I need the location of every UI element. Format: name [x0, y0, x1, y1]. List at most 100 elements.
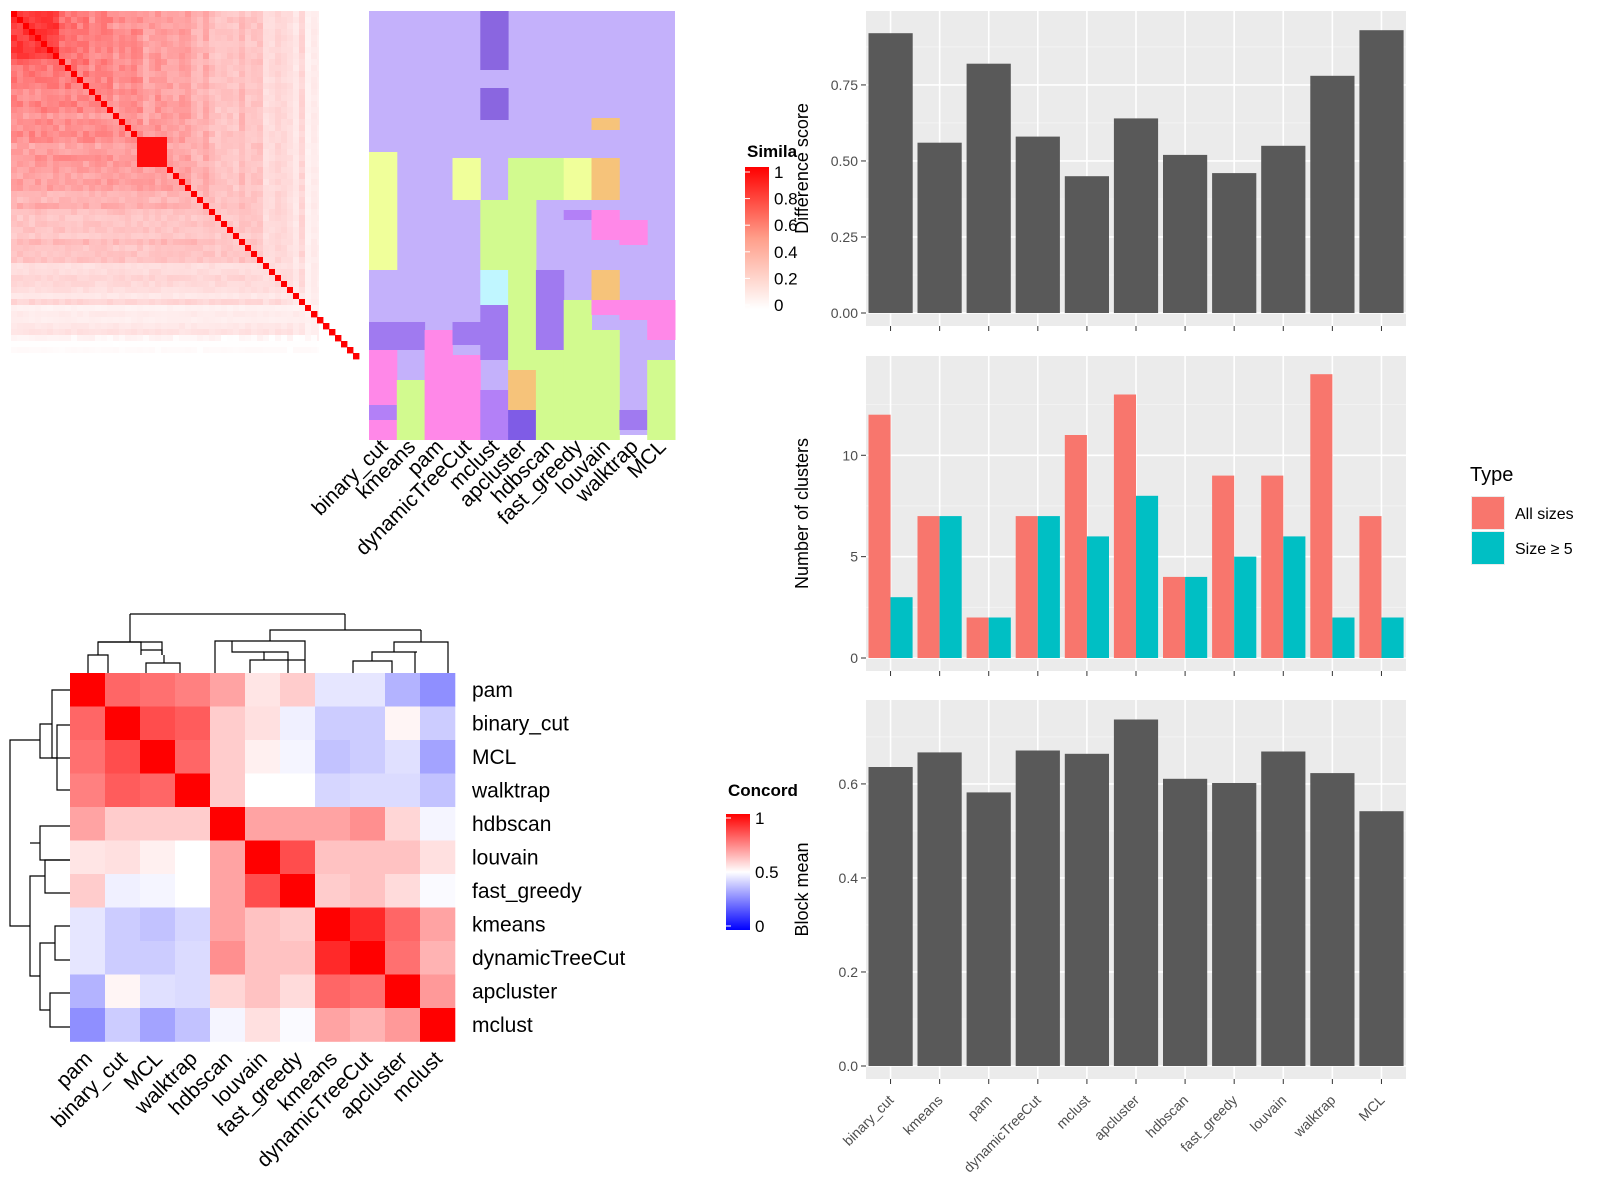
- similarity-cell: [251, 11, 258, 18]
- similarity-cell: [101, 263, 108, 270]
- similarity-cell: [161, 125, 168, 132]
- similarity-cell: [257, 215, 264, 222]
- similarity-cell: [191, 53, 198, 60]
- similarity-cell: [77, 197, 84, 204]
- similarity-cell: [233, 131, 240, 138]
- similarity-cell: [179, 95, 186, 102]
- similarity-cell: [113, 53, 120, 60]
- similarity-cell: [221, 95, 228, 102]
- similarity-cell: [305, 323, 312, 330]
- similarity-cell: [215, 299, 222, 306]
- similarity-cell: [101, 107, 108, 114]
- similarity-cell: [275, 323, 282, 330]
- similarity-legend-ticks: 10.80.60.40.20: [745, 163, 798, 315]
- similarity-cell: [263, 347, 270, 354]
- similarity-cell: [101, 299, 108, 306]
- similarity-cell: [215, 179, 222, 186]
- similarity-cell: [227, 185, 234, 192]
- similarity-cell: [257, 251, 264, 258]
- similarity-cell: [161, 287, 168, 294]
- concordance-cell: [385, 840, 421, 875]
- similarity-cell: [245, 287, 252, 294]
- similarity-cell: [95, 281, 102, 288]
- similarity-cell: [161, 113, 168, 120]
- similarity-cell: [161, 305, 168, 312]
- similarity-cell: [227, 155, 234, 162]
- similarity-cell: [101, 155, 108, 162]
- similarity-cell: [263, 137, 270, 144]
- similarity-cell: [17, 17, 24, 24]
- similarity-cell: [215, 143, 222, 150]
- similarity-cell: [167, 275, 174, 282]
- similarity-cell: [269, 353, 276, 360]
- similarity-cell: [101, 29, 108, 36]
- bar: [1015, 750, 1060, 1066]
- similarity-cell: [275, 155, 282, 162]
- similarity-cell: [47, 89, 54, 96]
- similarity-cell: [281, 215, 288, 222]
- similarity-cell: [65, 251, 72, 258]
- similarity-cell: [179, 353, 186, 360]
- similarity-cell: [305, 65, 312, 72]
- similarity-cell: [269, 275, 276, 282]
- similarity-cell: [179, 149, 186, 156]
- similarity-cell: [155, 251, 162, 258]
- similarity-cell: [101, 77, 108, 84]
- similarity-cell: [89, 83, 96, 90]
- similarity-cell: [143, 65, 150, 72]
- similarity-cell: [125, 167, 132, 174]
- similarity-cell: [95, 323, 102, 330]
- similarity-cell: [305, 41, 312, 48]
- similarity-cell: [11, 11, 18, 18]
- similarity-cell: [155, 305, 162, 312]
- similarity-cell: [197, 77, 204, 84]
- similarity-cell: [251, 269, 258, 276]
- similarity-cell: [161, 251, 168, 258]
- similarity-cell: [191, 11, 198, 18]
- similarity-cell: [311, 323, 318, 330]
- similarity-cell: [23, 113, 30, 120]
- concordance-cell: [245, 673, 281, 707]
- similarity-cell: [281, 23, 288, 30]
- similarity-cell: [269, 47, 276, 54]
- similarity-cell: [107, 269, 114, 276]
- similarity-cell: [119, 89, 126, 96]
- similarity-cell: [41, 119, 48, 126]
- similarity-cell: [257, 137, 264, 144]
- similarity-cell: [155, 71, 162, 78]
- similarity-cell: [41, 251, 48, 258]
- similarity-cell: [179, 347, 186, 354]
- similarity-cell: [173, 215, 180, 222]
- similarity-cell: [53, 155, 60, 162]
- similarity-cell: [233, 353, 240, 360]
- similarity-cell: [167, 257, 174, 264]
- similarity-cell: [77, 137, 84, 144]
- similarity-cell: [59, 227, 66, 234]
- similarity-cell: [89, 275, 96, 282]
- similarity-cell: [275, 311, 282, 318]
- similarity-cell: [113, 47, 120, 54]
- similarity-cell: [179, 59, 186, 66]
- similarity-cell: [305, 149, 312, 156]
- similarity-cell: [41, 227, 48, 234]
- similarity-cell: [83, 101, 90, 108]
- similarity-cell: [257, 227, 264, 234]
- similarity-cell: [11, 41, 18, 48]
- similarity-cell: [17, 59, 24, 66]
- similarity-cell: [95, 251, 102, 258]
- similarity-cell: [95, 89, 102, 96]
- similarity-cell: [173, 149, 180, 156]
- similarity-cell: [131, 23, 138, 30]
- similarity-cell: [287, 29, 294, 36]
- similarity-cell: [203, 155, 210, 162]
- similarity-cell: [281, 221, 288, 228]
- similarity-cell: [41, 131, 48, 138]
- similarity-cell: [251, 311, 258, 318]
- similarity-cell: [215, 89, 222, 96]
- similarity-cell: [29, 53, 36, 60]
- similarity-cell: [185, 233, 192, 240]
- similarity-cell: [167, 47, 174, 54]
- similarity-cell: [263, 251, 270, 258]
- similarity-cell: [107, 155, 114, 162]
- similarity-cell: [287, 41, 294, 48]
